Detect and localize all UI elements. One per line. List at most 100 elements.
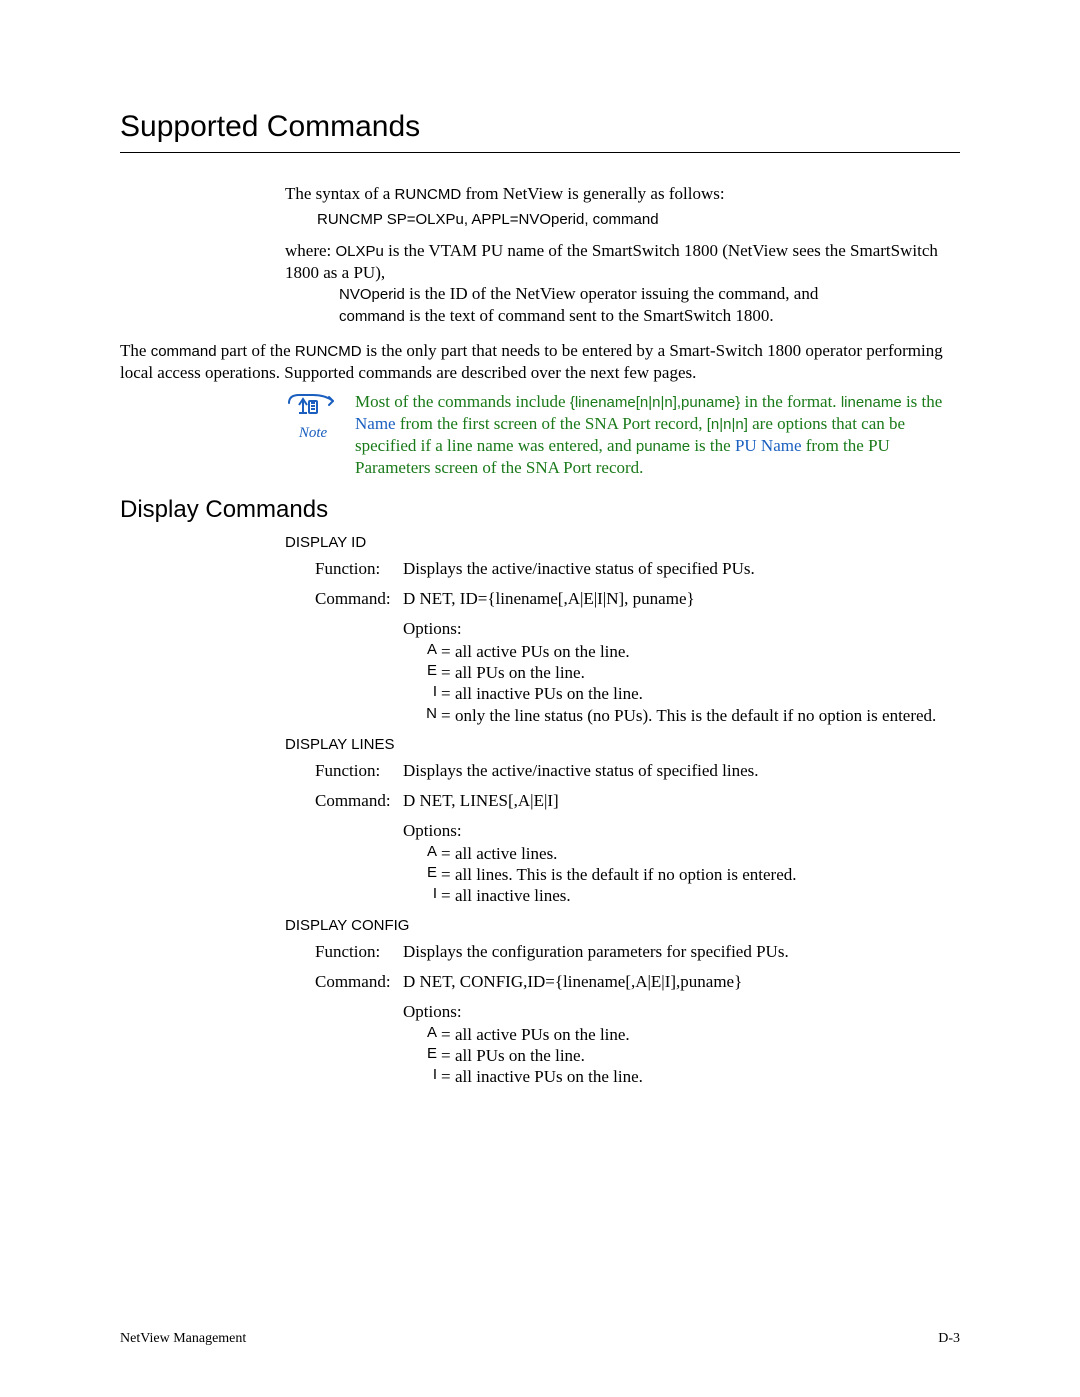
option-eq: = (441, 1045, 455, 1066)
option-key: I (403, 1066, 441, 1085)
svg-text:Note: Note (298, 425, 328, 441)
note-icon: Note (285, 391, 341, 446)
note-text: Most of the commands include {linename[n… (355, 391, 960, 478)
option-val: all inactive PUs on the line. (455, 683, 960, 704)
option-eq: = (441, 843, 455, 864)
function-label: Function: (315, 761, 403, 781)
linename-term: linename (841, 394, 902, 411)
display-config-command: Command: D NET, CONFIG,ID={linename[,A|E… (315, 972, 960, 992)
option-val: all inactive lines. (455, 885, 960, 906)
nnn-term: [n|n|n] (707, 416, 748, 433)
display-id-command: Command: D NET, ID={linename[,A|E|I|N], … (315, 589, 960, 609)
text: Most of the commands include (355, 392, 570, 411)
function-label: Function: (315, 559, 403, 579)
option-key: A (403, 1024, 441, 1043)
footer-left: NetView Management (120, 1331, 246, 1347)
option-val: all PUs on the line. (455, 662, 960, 683)
options-head: Options: (403, 619, 960, 639)
command-label: Command: (315, 791, 403, 811)
text: from NetView is generally as follows: (461, 184, 724, 203)
option-key: N (403, 705, 441, 724)
command-text: D NET, ID={linename[,A|E|I|N], puname} (403, 589, 960, 609)
puname-term: puname (636, 438, 690, 455)
page-footer: NetView Management D-3 (120, 1331, 960, 1347)
command-term: command (151, 343, 217, 360)
option-key: E (403, 1045, 441, 1064)
display-id-title: DISPLAY ID (285, 534, 960, 551)
runcmd-term: RUNCMD (395, 186, 462, 203)
option-row: I=all inactive PUs on the line. (403, 1066, 960, 1087)
function-label: Function: (315, 942, 403, 962)
intro-p2: The command part of the RUNCMD is the on… (120, 340, 960, 383)
display-id-function: Function: Displays the active/inactive s… (315, 559, 960, 579)
nvoperid-term: NVOperid (339, 286, 405, 303)
option-eq: = (441, 662, 455, 683)
option-key: E (403, 864, 441, 883)
option-val: all active PUs on the line. (455, 641, 960, 662)
olxpu-term: OLXPu (336, 243, 384, 260)
function-text: Displays the configuration parameters fo… (403, 942, 960, 962)
intro-block: The syntax of a RUNCMD from NetView is g… (285, 183, 960, 326)
option-eq: = (441, 705, 455, 726)
option-eq: = (441, 864, 455, 885)
option-row: A=all active PUs on the line. (403, 641, 960, 662)
option-row: N=only the line status (no PUs). This is… (403, 705, 960, 726)
option-row: E=all PUs on the line. (403, 1045, 960, 1066)
option-eq: = (441, 885, 455, 906)
option-key: I (403, 885, 441, 904)
option-row: E=all PUs on the line. (403, 662, 960, 683)
display-lines-function: Function: Displays the active/inactive s… (315, 761, 960, 781)
display-config-options: Options: A=all active PUs on the line. E… (403, 1002, 960, 1088)
runcmd-term: RUNCMD (295, 343, 362, 360)
text: from the first screen of the SNA Port re… (396, 414, 707, 433)
footer-right: D-3 (938, 1331, 960, 1347)
text: is the (902, 392, 943, 411)
option-val: all active PUs on the line. (455, 1024, 960, 1045)
syntax-line: RUNCMP SP=OLXPu, APPL=NVOperid, command (317, 211, 960, 228)
page: Supported Commands The syntax of a RUNCM… (0, 0, 1080, 1397)
intro-p1: The syntax of a RUNCMD from NetView is g… (285, 183, 960, 205)
text: is the (690, 436, 735, 455)
text: part of the (217, 341, 295, 360)
display-config-title: DISPLAY CONFIG (285, 917, 960, 934)
command-text: D NET, LINES[,A|E|I] (403, 791, 960, 811)
display-id-options: Options: A=all active PUs on the line. E… (403, 619, 960, 726)
option-row: A=all active lines. (403, 843, 960, 864)
text: is the VTAM PU name of the SmartSwitch 1… (285, 241, 938, 282)
option-val: all inactive PUs on the line. (455, 1066, 960, 1087)
section-display-commands: Display Commands (120, 496, 960, 524)
option-row: E=all lines. This is the default if no o… (403, 864, 960, 885)
name-link: Name (355, 414, 396, 433)
option-key: E (403, 662, 441, 681)
display-lines-title: DISPLAY LINES (285, 736, 960, 753)
display-lines-command: Command: D NET, LINES[,A|E|I] (315, 791, 960, 811)
option-eq: = (441, 683, 455, 704)
where-block: where: OLXPu is the VTAM PU name of the … (285, 240, 960, 327)
where-sub3: command is the text of command sent to t… (339, 306, 774, 325)
option-val: all lines. This is the default if no opt… (455, 864, 960, 885)
command-term: command (339, 308, 405, 325)
command-label: Command: (315, 972, 403, 992)
option-row: A=all active PUs on the line. (403, 1024, 960, 1045)
function-text: Displays the active/inactive status of s… (403, 559, 960, 579)
option-eq: = (441, 641, 455, 662)
display-lines-options: Options: A=all active lines. E=all lines… (403, 821, 960, 907)
text: is the text of command sent to the Smart… (405, 306, 774, 325)
display-config-function: Function: Displays the configuration par… (315, 942, 960, 962)
command-label: Command: (315, 589, 403, 609)
option-val: all active lines. (455, 843, 960, 864)
command-text: D NET, CONFIG,ID={linename[,A|E|I],punam… (403, 972, 960, 992)
option-row: I=all inactive PUs on the line. (403, 683, 960, 704)
function-text: Displays the active/inactive status of s… (403, 761, 960, 781)
page-title: Supported Commands (120, 110, 960, 144)
option-row: I=all inactive lines. (403, 885, 960, 906)
pu-name-link: PU Name (735, 436, 802, 455)
format-term: {linename[n|n|n],puname} (570, 394, 740, 411)
text: The syntax of a (285, 184, 395, 203)
options-head: Options: (403, 821, 960, 841)
text: is the ID of the NetView operator issuin… (405, 284, 819, 303)
option-key: A (403, 843, 441, 862)
option-eq: = (441, 1066, 455, 1087)
where-sub2: NVOperid is the ID of the NetView operat… (339, 284, 818, 303)
text: in the format. (740, 392, 841, 411)
